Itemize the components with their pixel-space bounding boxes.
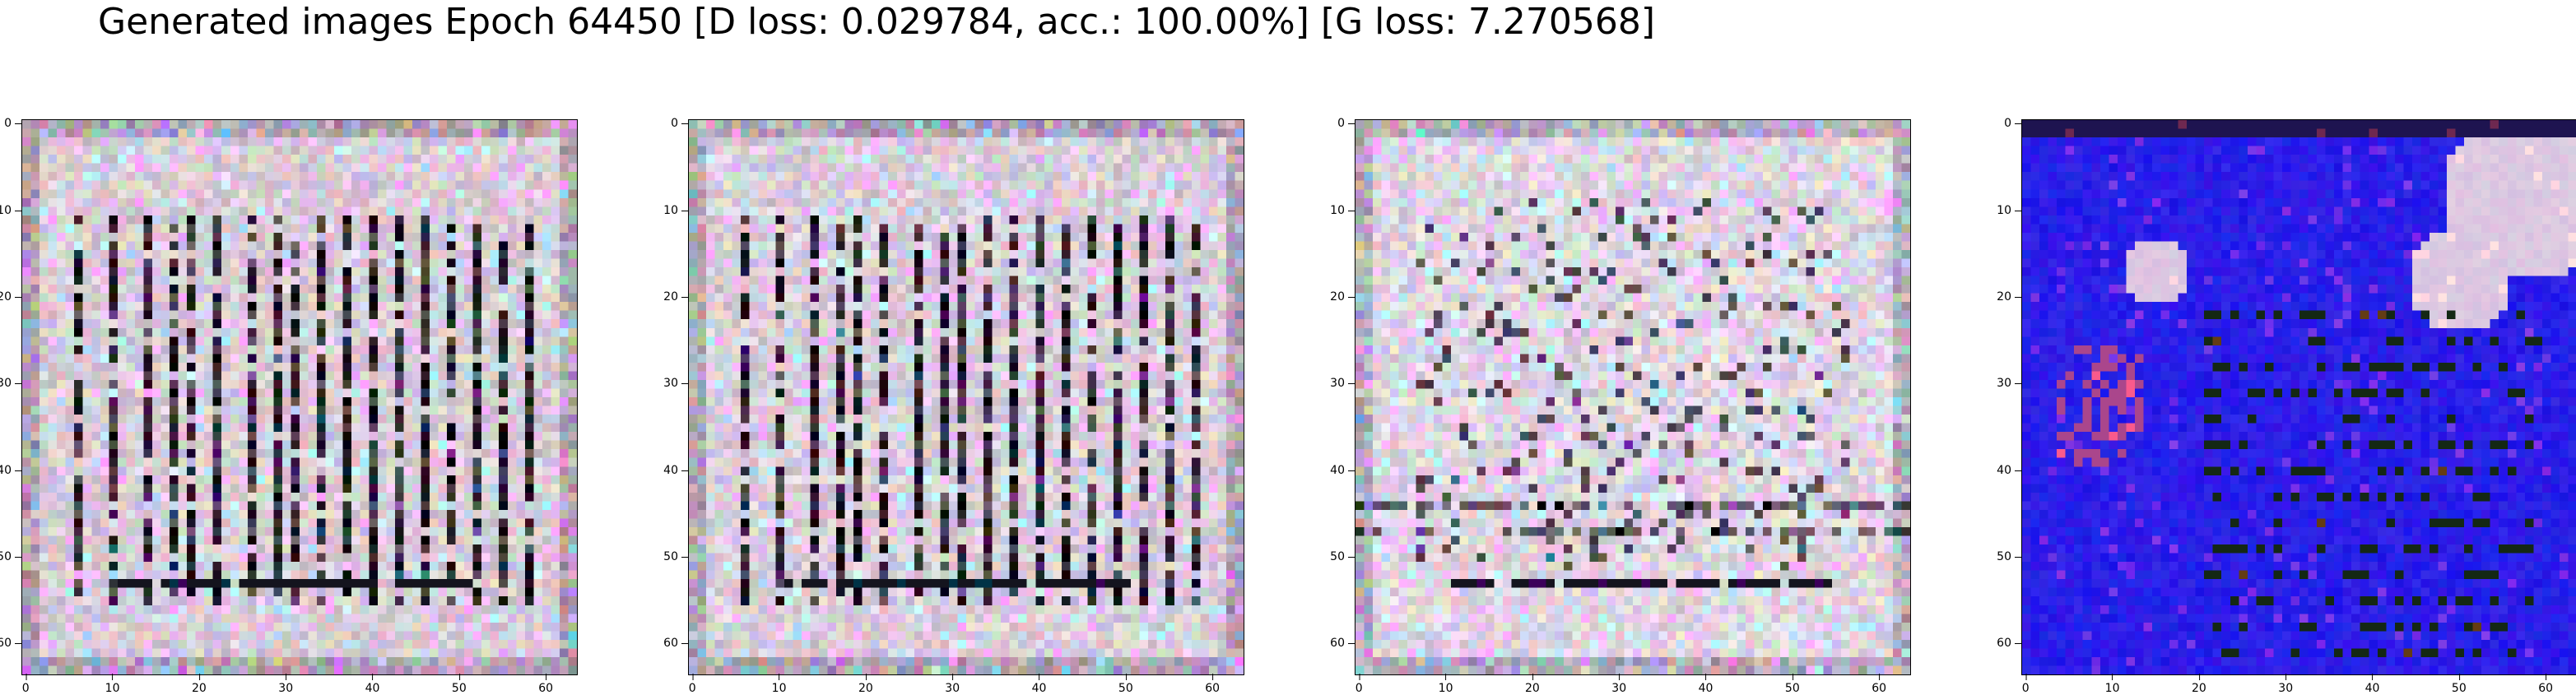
x-tick-label: 0 <box>1355 674 1363 695</box>
x-tick-label: 60 <box>1872 674 1887 695</box>
x-tick-label: 40 <box>365 674 380 695</box>
x-tick-label: 20 <box>858 674 873 695</box>
y-tick-label: 60 <box>0 637 21 650</box>
y-tick-label: 0 <box>671 117 688 131</box>
x-tick-label: 30 <box>945 674 960 695</box>
y-tick-label: 60 <box>1330 637 1355 651</box>
x-tick-label: 20 <box>1524 674 1540 695</box>
y-tick-label: 10 <box>1997 203 2021 217</box>
y-tick-label: 30 <box>0 377 21 390</box>
x-tick-label: 10 <box>1438 674 1453 695</box>
x-tick-label: 20 <box>191 674 207 695</box>
x-tick-label: 40 <box>1698 674 1713 695</box>
y-tick-label: 40 <box>1997 463 2021 477</box>
x-tick-label: 40 <box>2364 674 2380 695</box>
image-panel-2: 0 10 20 30 40 50 60 0 10 20 30 40 50 60 <box>663 117 1244 695</box>
image-panel-3: 0 10 20 30 40 50 60 0 10 20 30 40 50 60 <box>1330 117 1911 695</box>
x-tick-label: 0 <box>688 674 696 695</box>
x-tick-label: 10 <box>771 674 787 695</box>
y-tick-label: 50 <box>1330 549 1355 563</box>
y-tick-label: 20 <box>0 290 21 303</box>
figure-title: Generated images Epoch 64450 [D loss: 0.… <box>97 1 1656 43</box>
y-tick-label: 10 <box>1330 203 1355 217</box>
x-tick-label: 20 <box>2191 674 2206 695</box>
y-tick-label: 40 <box>0 464 21 477</box>
x-tick-label: 50 <box>1118 674 1133 695</box>
y-tick-label: 60 <box>1997 637 2021 651</box>
x-tick-label: 30 <box>1611 674 1627 695</box>
generated-image-1 <box>21 119 578 675</box>
x-tick-label: 50 <box>2451 674 2467 695</box>
x-tick-label: 50 <box>451 674 467 695</box>
x-tick-label: 60 <box>2538 674 2554 695</box>
y-tick-label: 0 <box>4 117 21 131</box>
y-tick-label: 30 <box>1330 377 1355 391</box>
x-tick-label: 10 <box>2104 674 2120 695</box>
x-tick-label: 0 <box>21 674 30 695</box>
x-tick-label: 30 <box>2278 674 2294 695</box>
y-tick-label: 20 <box>1330 290 1355 303</box>
y-tick-label: 0 <box>2004 117 2021 131</box>
x-tick-label: 60 <box>1205 674 1221 695</box>
y-tick-label: 20 <box>663 290 688 303</box>
y-tick-label: 10 <box>0 204 21 217</box>
y-tick-label: 40 <box>663 463 688 477</box>
y-tick-label: 0 <box>1337 117 1355 131</box>
generated-image-4 <box>2021 119 2576 675</box>
y-tick-label: 20 <box>1997 290 2021 303</box>
generated-image-2 <box>688 119 1244 675</box>
y-tick-label: 50 <box>663 549 688 563</box>
y-tick-label: 60 <box>663 637 688 651</box>
x-tick-label: 60 <box>538 674 554 695</box>
x-tick-label: 0 <box>2021 674 2030 695</box>
x-tick-label: 10 <box>105 674 120 695</box>
y-tick-label: 30 <box>663 377 688 391</box>
y-tick-label: 50 <box>0 550 21 563</box>
image-panel-4: 0 10 20 30 40 50 60 0 10 20 30 40 50 60 <box>1997 117 2576 695</box>
y-tick-label: 30 <box>1997 377 2021 391</box>
y-tick-label: 50 <box>1997 549 2021 563</box>
image-panel-1: 0 10 20 30 40 50 60 0 10 20 30 40 50 60 <box>0 117 578 695</box>
x-tick-label: 50 <box>1784 674 1800 695</box>
generated-image-3 <box>1355 119 1911 675</box>
y-tick-label: 40 <box>1330 463 1355 477</box>
x-tick-label: 30 <box>278 674 294 695</box>
y-tick-label: 10 <box>663 203 688 217</box>
x-tick-label: 40 <box>1031 674 1047 695</box>
